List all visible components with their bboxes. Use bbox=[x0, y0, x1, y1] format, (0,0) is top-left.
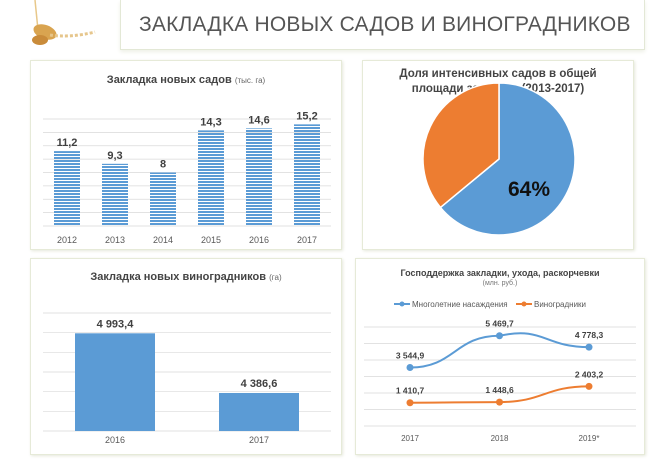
data-label: 5 469,7 bbox=[485, 319, 514, 329]
vineyards-chart-panel: Закладка новых виноградников (га) 4 993,… bbox=[30, 258, 342, 455]
data-label: 4 386,6 bbox=[241, 378, 278, 390]
vineyards-chart-title: Закладка новых виноградников (га) bbox=[90, 271, 282, 283]
x-tick-label: 2017 bbox=[249, 435, 269, 445]
data-label: 14,3 bbox=[200, 116, 221, 128]
bar bbox=[198, 130, 224, 226]
page-header: ЗАКЛАДКА НОВЫХ САДОВ И ВИНОГРАДНИКОВ bbox=[120, 0, 645, 50]
x-tick-label: 2017 bbox=[401, 434, 419, 443]
legend-label: Многолетние насаждения bbox=[412, 300, 508, 309]
x-tick-label: 2019* bbox=[579, 434, 600, 443]
data-point bbox=[585, 382, 593, 390]
x-tick-label: 2013 bbox=[105, 235, 125, 245]
data-point bbox=[406, 364, 414, 372]
data-label: 11,2 bbox=[57, 137, 78, 149]
support-line-chart: Многолетние насаждения 3 544,9 5 469,7 4 77… bbox=[364, 300, 636, 443]
pie-slice bbox=[422, 82, 500, 209]
data-point bbox=[496, 398, 503, 406]
x-tick-label: 2015 bbox=[201, 235, 221, 245]
intensive-pie-chart: 64% bbox=[422, 82, 576, 236]
orchards-chart-panel: Закладка новых садов (тыс. га) 11,2 2012 9… bbox=[30, 60, 342, 250]
data-label: 1 448,6 bbox=[485, 385, 514, 395]
data-label: 8 bbox=[160, 159, 166, 171]
x-tick-label: 2016 bbox=[105, 435, 125, 445]
bar bbox=[294, 124, 320, 226]
data-point bbox=[585, 343, 593, 351]
bar bbox=[54, 151, 80, 226]
bar bbox=[75, 333, 155, 431]
pie-label: 64% bbox=[508, 178, 550, 201]
bar bbox=[246, 128, 272, 226]
x-tick-label: 2018 bbox=[491, 434, 509, 443]
legend-label: Виноградники bbox=[534, 300, 586, 309]
legend-marker bbox=[521, 301, 527, 307]
wheat-logo bbox=[32, 0, 96, 45]
data-label: 9,3 bbox=[107, 150, 122, 162]
vineyards-bar-chart: 4 993,4 2016 4 386,6 2017 bbox=[43, 312, 331, 445]
support-chart-title: Господдержка закладки, ухода, раскорчевк… bbox=[400, 268, 600, 278]
data-label: 14,6 bbox=[248, 114, 269, 126]
data-point bbox=[496, 332, 503, 340]
data-label: 15,2 bbox=[296, 110, 317, 122]
data-label: 4 778,3 bbox=[575, 330, 604, 340]
legend-marker bbox=[399, 301, 405, 307]
orchards-bar-chart: 11,2 2012 9,3 2013 8 2014 14,3 2015 14,6 2016 15,2… bbox=[43, 110, 331, 245]
orchards-chart-title: Закладка новых садов (тыс. га) bbox=[106, 74, 266, 86]
x-tick-label: 2012 bbox=[57, 235, 77, 245]
support-chart-unit: (млн. руб.) bbox=[482, 280, 518, 287]
x-tick-label: 2017 bbox=[297, 235, 317, 245]
page-title: ЗАКЛАДКА НОВЫХ САДОВ И ВИНОГРАДНИКОВ bbox=[139, 12, 631, 36]
data-point bbox=[406, 399, 414, 407]
pie-slice bbox=[439, 82, 576, 236]
data-label: 1 410,7 bbox=[396, 386, 425, 396]
data-label: 4 993,4 bbox=[97, 318, 135, 330]
bar bbox=[102, 163, 128, 226]
bar bbox=[150, 172, 176, 226]
x-tick-label: 2014 bbox=[153, 235, 173, 245]
bar bbox=[219, 392, 299, 431]
support-chart-panel: Господдержка закладки, ухода, раскорчевк… bbox=[355, 258, 645, 455]
x-tick-label: 2016 bbox=[249, 235, 269, 245]
data-label: 3 544,9 bbox=[396, 351, 425, 361]
data-label: 2 403,2 bbox=[575, 369, 604, 379]
